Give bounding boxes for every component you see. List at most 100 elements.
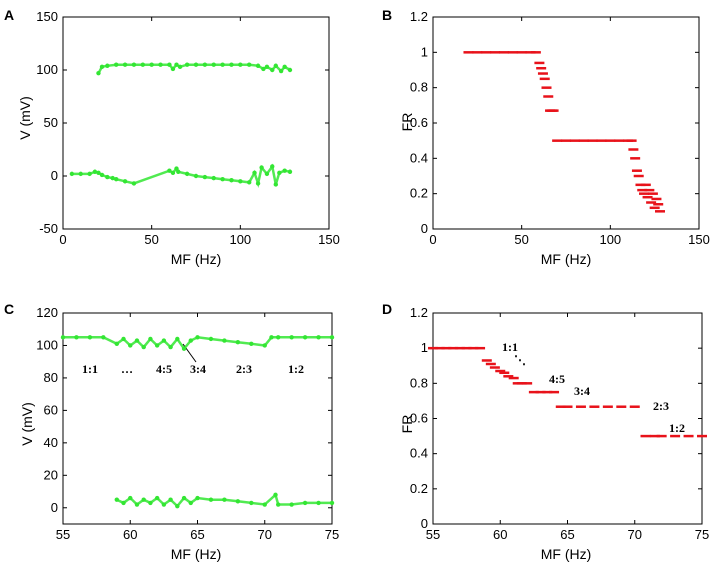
- panel-a-data-point: [122, 62, 128, 67]
- panel-c-data-point: [273, 492, 278, 497]
- panel-b-ytick-label: 0: [421, 221, 428, 236]
- panel-c-data-point: [249, 500, 254, 506]
- panel-d-ytick-label: 1: [421, 340, 428, 355]
- panel-c-data-point: [175, 336, 180, 342]
- panel-a-data-point: [211, 62, 216, 67]
- panel-c-data-point: [302, 500, 308, 506]
- panel-b-xlabel: MF (Hz): [541, 251, 592, 267]
- panel-a-data-point: [247, 180, 252, 185]
- panel-c-data-point: [195, 495, 200, 501]
- panel-c-series-line: [63, 336, 332, 351]
- panel-c-xtick-label: 70: [258, 527, 272, 542]
- panel-a-xtick-label: 50: [144, 232, 158, 247]
- panel-c-data-point: [208, 336, 214, 342]
- panel-a-frame: [62, 16, 330, 230]
- panel-a-data-point: [261, 66, 266, 72]
- panel-d-ytick-label: 0.8: [410, 375, 428, 390]
- panel-c-data-point: [222, 338, 227, 343]
- panel-d-ytick-label: 0.2: [410, 481, 428, 496]
- panel-c-data-point: [175, 503, 180, 509]
- panel-d-annotation: 1:1: [502, 340, 518, 354]
- panel-c-data-point: [87, 335, 93, 340]
- panel-b-xtick-label: 150: [688, 232, 710, 247]
- panel-c-ytick-label: 20: [44, 467, 58, 482]
- panel-d-xtick-label: 70: [628, 527, 642, 542]
- panel-c-data-point: [302, 335, 308, 340]
- panel-a-data-point: [140, 62, 145, 67]
- panel-c-data-point: [329, 335, 335, 340]
- panel-c-data-point: [148, 336, 153, 342]
- panel-a-data-point: [99, 172, 105, 178]
- panel-c-xlabel: MF (Hz): [171, 546, 222, 562]
- panel-a-data-point: [177, 64, 183, 70]
- panel-a-xlabel: MF (Hz): [171, 251, 222, 267]
- panel-c-data-point: [262, 502, 267, 507]
- panel-b-ytick-label: 0.6: [410, 115, 428, 130]
- panel-c-data-point: [289, 502, 294, 507]
- panel-a-data-point: [278, 68, 284, 74]
- panel-c-data-point: [141, 497, 146, 502]
- panel-a-data-point: [114, 62, 119, 67]
- panel-c-data-point: [316, 335, 321, 340]
- panel-a-data-point: [220, 176, 225, 182]
- panel-a-ytick-label: -50: [39, 221, 58, 236]
- panel-a-data-point: [184, 171, 190, 177]
- panel-c-data-point: [329, 500, 335, 506]
- panel-a-data-point: [211, 175, 216, 181]
- panel-a-data-point: [287, 67, 293, 73]
- panel-a-data-point: [167, 168, 172, 173]
- panel-c-data-point: [121, 500, 126, 506]
- panel-c-frame: [62, 312, 333, 525]
- panel-a-ytick-label: 100: [36, 62, 58, 77]
- panel-d-annotation: 1:2: [669, 421, 685, 435]
- panel-c-data-point: [276, 335, 281, 340]
- panel-a-data-point: [92, 169, 98, 174]
- panel-a-data-point: [255, 63, 261, 68]
- panel-b-ytick-label: 0.2: [410, 186, 428, 201]
- panel-c-data-point: [141, 344, 146, 350]
- panel-d-annotation: 4:5: [549, 372, 565, 386]
- panel-c-data-point: [161, 338, 167, 343]
- panel-c-ytick-label: 80: [44, 370, 58, 385]
- panel-a-data-point: [193, 62, 199, 67]
- panel-d-ytick-label: 1.2: [410, 305, 428, 320]
- panel-b-ylabel: FR: [399, 113, 415, 132]
- panel-c-ytick-label: 0: [51, 500, 58, 515]
- panel-c-data-point: [74, 335, 79, 340]
- panel-b: B FR MF (Hz) 0 50 100 150 0 0.2 0.4 0.6 0.8 1 1.2: [382, 7, 710, 267]
- panel-b-ytick-label: 0.8: [410, 80, 428, 95]
- panel-c-data-point: [168, 497, 173, 502]
- panel-a-data-point: [247, 62, 252, 67]
- panel-c-data-point: [289, 335, 294, 340]
- panel-c-annotation: 1:1: [82, 362, 98, 376]
- panel-c-data-point: [316, 500, 321, 506]
- panel-a-data-point: [149, 62, 154, 67]
- panel-a-data-point: [99, 64, 105, 70]
- panel-a-data-point: [184, 62, 190, 67]
- panel-a-data-point: [220, 62, 225, 67]
- panel-a-data-point: [259, 165, 264, 170]
- panel-a-data-point: [255, 181, 261, 186]
- panel-b-frame: [432, 16, 700, 230]
- panel-d-annotation: ⋱: [514, 353, 526, 367]
- panel-a-data-point: [131, 181, 137, 186]
- panel-d-ytick-label: 0: [421, 516, 428, 531]
- panel-a-data-point: [114, 176, 119, 182]
- panel-c-ytick-label: 60: [44, 402, 58, 417]
- panel-a-data-point: [273, 63, 278, 68]
- panel-a-data-point: [273, 182, 278, 187]
- panel-d-frame: [432, 312, 703, 525]
- panel-c-data-point: [161, 502, 167, 507]
- panel-c-data-point: [188, 338, 193, 343]
- panel-d-xtick-label: 65: [560, 527, 574, 542]
- panel-a-data-point: [202, 174, 208, 180]
- panel-a-data-point: [105, 174, 110, 180]
- panel-a-data-point: [174, 62, 179, 67]
- panel-c-data-point: [128, 343, 133, 348]
- panel-d-label: D: [382, 301, 392, 317]
- panel-c-data-point: [181, 495, 187, 501]
- panel-d-ytick-label: 0.6: [410, 411, 428, 426]
- panel-a-data-point: [270, 164, 275, 169]
- panel-a-data-point: [270, 67, 275, 73]
- panel-a-data-point: [105, 63, 110, 68]
